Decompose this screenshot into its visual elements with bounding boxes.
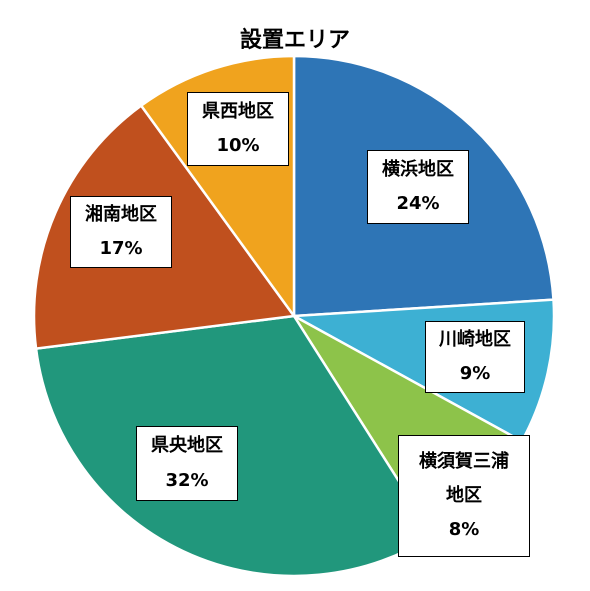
slice-data-label: 横浜地区 24% bbox=[367, 150, 469, 224]
slice-label-text: 県央地区 bbox=[151, 435, 223, 457]
slice-data-label: 川崎地区 9% bbox=[425, 321, 525, 393]
slice-label-text: 湘南地区 bbox=[85, 203, 157, 225]
slice-value-text: 24% bbox=[396, 193, 440, 214]
slice-label-text: 県西地区 bbox=[202, 100, 274, 122]
slice-data-label: 県西地区 10% bbox=[187, 92, 289, 166]
slice-data-label: 湘南地区 17% bbox=[70, 196, 172, 268]
slice-value-text: 10% bbox=[216, 135, 260, 156]
chart-title: 設置エリア bbox=[239, 28, 350, 53]
slice-label-text: 地区 bbox=[446, 484, 482, 506]
slice-label-text: 横須賀三浦 bbox=[419, 450, 509, 472]
slice-data-label: 県央地区 32% bbox=[136, 426, 238, 501]
slice-label-text: 横浜地区 bbox=[382, 158, 454, 180]
slice-label-text: 川崎地区 bbox=[439, 328, 511, 350]
slice-data-label: 横須賀三浦地区 8% bbox=[398, 435, 530, 557]
slice-value-text: 17% bbox=[99, 238, 143, 259]
slice-value-text: 9% bbox=[459, 363, 491, 384]
slice-value-text: 32% bbox=[165, 469, 209, 491]
slice-value-text: 8% bbox=[448, 519, 480, 541]
